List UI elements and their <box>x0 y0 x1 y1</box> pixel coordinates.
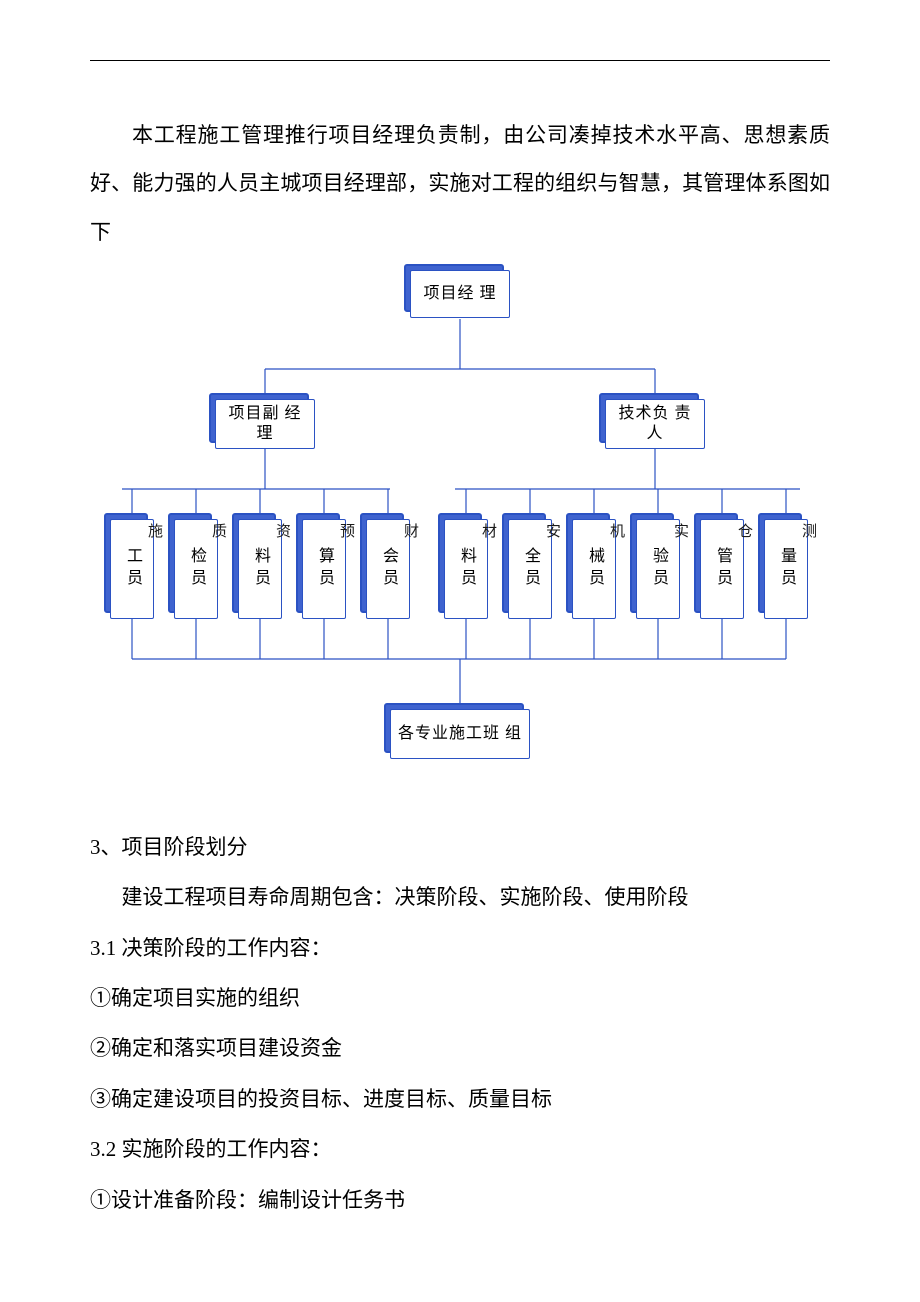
section-3-title: 3、项目阶段划分 <box>90 822 830 872</box>
node-mid-left-label: 项目副 经理 <box>222 404 308 444</box>
node-leaf-tag: 财 <box>404 520 419 541</box>
section-3-1-item-2: ②确定和落实项目建设资金 <box>90 1023 830 1073</box>
node-leaf-tag: 资 <box>276 520 291 541</box>
section-3-1-title: 3.1 决策阶段的工作内容： <box>90 923 830 973</box>
section-3-1-item-1: ①确定项目实施的组织 <box>90 973 830 1023</box>
top-rule <box>90 60 830 61</box>
node-leaf-label: 械员 <box>584 547 604 591</box>
node-mid-right-label: 技术负 责人 <box>612 404 698 444</box>
intro-paragraph: 本工程施工管理推行项目经理负责制，由公司凑掉技术水平高、思想素质好、能力强的人员… <box>90 111 830 256</box>
node-leaf-label: 工员 <box>122 547 142 591</box>
section-3-2-title: 3.2 实施阶段的工作内容： <box>90 1124 830 1174</box>
node-leaf-tag: 预 <box>340 520 355 541</box>
node-leaf-label: 验员 <box>648 547 668 591</box>
node-leaf-label: 算员 <box>314 547 334 591</box>
node-leaf-tag: 机 <box>610 520 625 541</box>
node-leaf-tag: 测 <box>802 520 817 541</box>
node-leaf-tag: 施 <box>148 520 163 541</box>
node-root-label: 项目经 理 <box>423 284 496 304</box>
node-leaf-label: 检员 <box>186 547 206 591</box>
section-3-2-item-1: ①设计准备阶段：编制设计任务书 <box>90 1175 830 1225</box>
node-leaf-label: 料员 <box>456 547 476 591</box>
node-leaf-label: 会员 <box>378 547 398 591</box>
node-leaf-tag: 质 <box>212 520 227 541</box>
node-bottom: 各专业施工班 组 <box>390 709 530 759</box>
node-bottom-label: 各专业施工班 组 <box>398 724 522 744</box>
node-leaf-label: 管员 <box>712 547 732 591</box>
org-chart: 项目经 理 项目副 经理 技术负 责人 各专业施工班 组 工员施检员质料员资算员… <box>90 264 830 794</box>
section-3-intro: 建设工程项目寿命周期包含：决策阶段、实施阶段、使用阶段 <box>90 872 830 922</box>
node-leaf-label: 量员 <box>776 547 796 591</box>
section-3-1-item-3: ③确定建设项目的投资目标、进度目标、质量目标 <box>90 1074 830 1124</box>
node-leaf-label: 料员 <box>250 547 270 591</box>
node-root: 项目经 理 <box>410 270 510 318</box>
node-leaf-tag: 材 <box>482 520 497 541</box>
node-leaf-tag: 仓 <box>738 520 753 541</box>
node-mid-right: 技术负 责人 <box>605 399 705 449</box>
node-leaf-tag: 实 <box>674 520 689 541</box>
node-mid-left: 项目副 经理 <box>215 399 315 449</box>
node-leaf-tag: 安 <box>546 520 561 541</box>
node-leaf-label: 全员 <box>520 547 540 591</box>
